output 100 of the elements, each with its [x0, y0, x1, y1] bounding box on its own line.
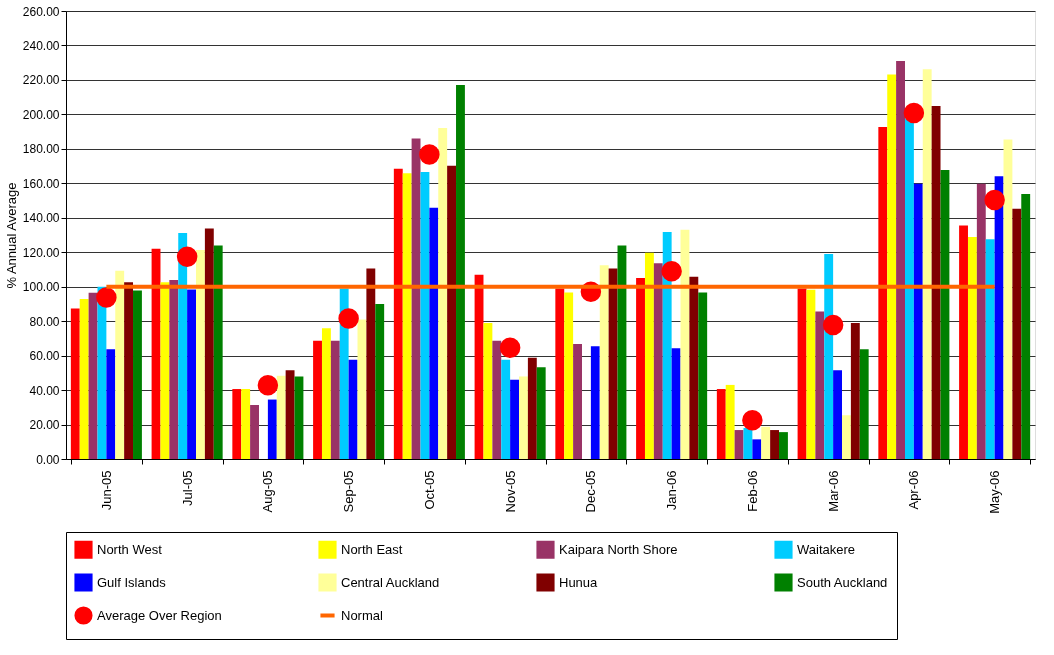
bar [213, 245, 223, 459]
bar [429, 207, 439, 459]
bar [653, 263, 663, 459]
bar [88, 292, 98, 459]
bar [438, 128, 448, 459]
bar [1012, 208, 1022, 459]
x-tick-label: May-06 [987, 470, 1003, 514]
bar [770, 430, 780, 459]
y-tick-label: 220.00 [22, 73, 60, 88]
x-tick-label: Nov-05 [502, 470, 518, 513]
y-tick-label: 240.00 [22, 38, 60, 53]
point [257, 375, 279, 396]
bar [743, 427, 753, 459]
y-tick-label: 60.00 [29, 349, 60, 364]
bar [169, 279, 179, 459]
legend-label: Central Auckland [341, 574, 440, 590]
bar [922, 69, 932, 459]
point [419, 144, 440, 165]
bar [815, 311, 825, 459]
y-tick-label: 260.00 [22, 4, 60, 19]
bar [761, 426, 771, 459]
legend-label: Average Over Region [97, 607, 222, 623]
bar [536, 367, 546, 459]
bar [510, 379, 520, 459]
bar [124, 282, 134, 459]
bar [994, 176, 1004, 459]
bar [483, 323, 493, 459]
bar [878, 126, 888, 459]
bar [850, 323, 860, 459]
bar [859, 349, 869, 459]
y-tick-label: 80.00 [29, 314, 60, 329]
legend-label: Gulf Islands [97, 574, 167, 590]
bar [842, 415, 851, 459]
bar [187, 289, 197, 459]
bar [267, 399, 277, 459]
bar [357, 319, 367, 459]
x-tick-label: Jun-05 [98, 470, 114, 511]
bar [492, 340, 502, 459]
bar [232, 389, 242, 459]
legend-label: North East [341, 541, 403, 557]
bar [806, 289, 816, 459]
bar [456, 85, 465, 459]
bar [1021, 193, 1031, 459]
legend-label: Hunua [559, 574, 599, 590]
bar [313, 340, 322, 459]
bar [887, 74, 897, 459]
bar [931, 105, 941, 459]
legend-label: Waitakere [797, 541, 856, 557]
bar [752, 439, 762, 459]
bar [671, 348, 681, 459]
bar [501, 359, 511, 459]
bar [555, 288, 565, 459]
bar [599, 265, 609, 459]
bar [1003, 139, 1013, 459]
bar [564, 292, 574, 459]
x-tick-label: Dec-05 [583, 470, 599, 513]
bar [393, 168, 403, 459]
bar [447, 165, 457, 459]
y-tick-label: 40.00 [29, 383, 60, 398]
y-tick-label: 200.00 [22, 107, 60, 122]
legend-label: Normal [341, 607, 384, 623]
bar [196, 249, 205, 459]
bar [959, 225, 968, 459]
bar [97, 286, 107, 459]
bar [976, 183, 986, 459]
y-tick-label: 180.00 [22, 142, 60, 157]
x-tick-label: Oct-05 [421, 470, 437, 510]
bar [348, 359, 358, 459]
legend-label: Kaipara North Shore [559, 541, 678, 557]
bar [904, 118, 914, 459]
bar [698, 292, 708, 459]
point [742, 410, 763, 431]
bar [779, 432, 788, 459]
x-tick-label: Aug-05 [260, 470, 276, 513]
bar [321, 328, 331, 459]
bar [734, 430, 744, 459]
bar [573, 344, 582, 459]
bar [133, 290, 142, 459]
bar [106, 349, 116, 459]
x-tick-label: Apr-06 [906, 470, 922, 510]
bar [79, 298, 89, 459]
bar [276, 375, 286, 459]
bar [590, 346, 600, 459]
bar [967, 237, 977, 459]
point [176, 246, 198, 267]
bar [689, 276, 699, 459]
point [338, 308, 359, 329]
bar [833, 370, 843, 459]
bar [366, 268, 376, 459]
bar [797, 288, 807, 459]
bar [250, 404, 259, 459]
legend-label: South Auckland [797, 574, 888, 590]
point [661, 261, 682, 282]
x-tick-label: Feb-06 [744, 470, 760, 512]
bar [294, 376, 304, 459]
bar [913, 183, 923, 459]
bar [420, 172, 430, 459]
x-tick-label: Mar-06 [825, 470, 841, 512]
y-tick-label: 160.00 [22, 176, 60, 191]
y-axis-title: % Annual Average [3, 182, 19, 289]
